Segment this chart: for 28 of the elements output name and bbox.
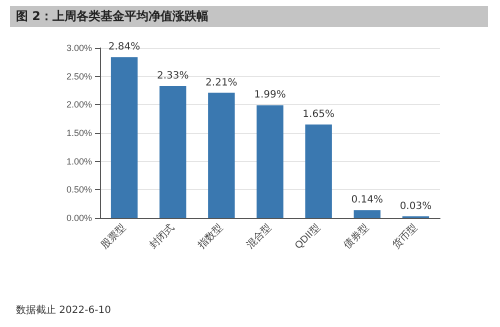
data-label: 0.03% [400,200,432,212]
x-tick-label: 债券型 [341,221,372,252]
bar [256,105,284,218]
bar [110,57,138,218]
x-tick-label: 货币型 [390,221,420,252]
data-label: 2.21% [206,77,238,88]
y-tick-label: 0.00% [66,213,92,223]
x-tick-label: 指数型 [194,221,226,252]
data-label: 1.99% [254,90,286,101]
data-label: 2.84% [108,42,140,53]
y-tick-label: 0.50% [66,184,92,195]
x-tick-label: 股票型 [98,221,128,252]
y-tick-label: 2.00% [66,100,92,110]
y-tick-label: 3.00% [66,43,92,53]
text: 数据截止 2022-6-10 [16,304,111,317]
data-label: 2.33% [156,70,189,82]
bar [305,124,332,218]
data-label: 0.14% [351,194,384,206]
bar [160,86,186,218]
y-tick-label: 1.00% [66,156,92,166]
y-tick-label: 1.50% [66,128,92,138]
bar [208,92,235,218]
data-label: 1.65% [302,109,334,120]
y-tick-label: 2.50% [66,71,92,82]
chart-title: 图 2：上周各类基金平均净值涨跌幅 [10,6,488,27]
x-tick-label: 封闭式 [147,221,177,252]
x-tick-label: 混合型 [244,221,274,252]
bar [354,210,380,218]
